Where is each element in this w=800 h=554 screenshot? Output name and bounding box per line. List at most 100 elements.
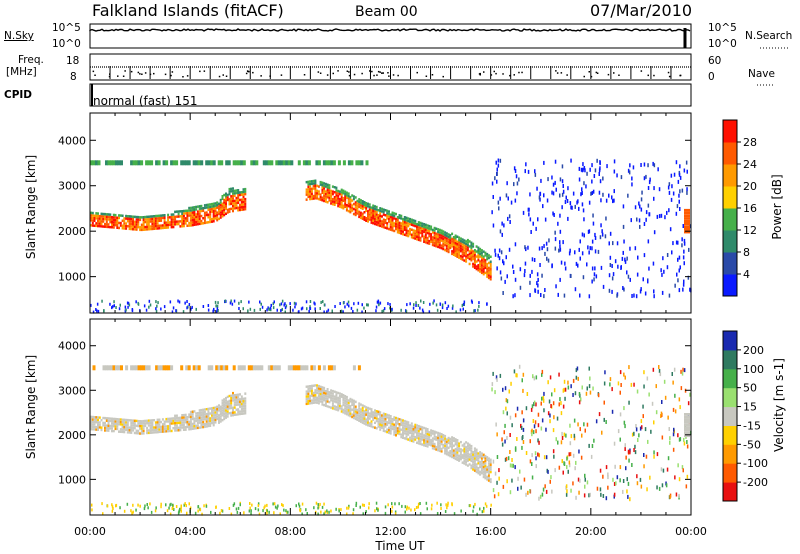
velocity-cell <box>650 429 652 434</box>
power-cell <box>191 211 194 214</box>
velocity-cell <box>298 504 301 508</box>
velocity-cell <box>504 457 507 462</box>
velocity-cell <box>184 418 187 421</box>
velocity-cell <box>617 381 620 386</box>
velocity-cell <box>522 372 525 377</box>
power-cell <box>482 272 485 276</box>
power-cell <box>491 181 494 186</box>
power-cell <box>305 198 308 201</box>
velocity-cell <box>200 418 203 422</box>
power-cell <box>175 160 179 166</box>
power-cell <box>209 220 212 224</box>
power-cell <box>97 219 99 223</box>
velocity-cell <box>357 365 361 371</box>
power-cell <box>441 303 444 307</box>
power-cell <box>567 186 569 191</box>
power-cell <box>97 214 99 218</box>
power-cell <box>363 203 366 206</box>
velocity-cell <box>628 458 630 463</box>
velocity-cell <box>495 422 497 427</box>
power-cell <box>226 211 229 214</box>
power-cell <box>312 184 315 188</box>
power-cell <box>280 160 284 166</box>
velocity-cell <box>486 478 489 481</box>
velocity-cell <box>424 434 427 438</box>
velocity-cell <box>435 448 438 451</box>
power-cell <box>207 206 210 209</box>
power-cell <box>163 221 166 224</box>
power-cell <box>235 191 238 195</box>
nave-point <box>280 74 283 76</box>
power-cell <box>386 224 389 228</box>
power-cell <box>417 226 420 229</box>
velocity-cell <box>451 441 454 444</box>
velocity-cell <box>402 421 404 425</box>
velocity-cell <box>665 483 668 488</box>
power-cell <box>154 219 157 223</box>
power-cell <box>330 160 334 166</box>
velocity-cell <box>312 391 315 395</box>
velocity-cell <box>642 414 644 419</box>
velocity-cell <box>489 468 492 471</box>
power-cell <box>255 160 259 166</box>
y-tick-label: 1000 <box>58 271 86 284</box>
velocity-cell <box>228 399 231 403</box>
velocity-cell <box>490 503 492 507</box>
velocity-cell <box>438 447 441 450</box>
power-cell <box>424 238 427 242</box>
velocity-cell <box>479 465 482 469</box>
power-cell <box>191 223 194 227</box>
velocity-cell <box>270 365 274 371</box>
velocity-cell <box>545 489 548 494</box>
velocity-cell <box>344 404 347 408</box>
velocity-cell <box>529 489 531 493</box>
power-cell <box>386 217 389 220</box>
power-cell <box>432 301 434 305</box>
power-cell <box>465 252 468 256</box>
power-cell <box>456 240 459 243</box>
power-cell <box>165 226 168 229</box>
nave-point <box>326 74 329 76</box>
velocity-cell <box>423 434 426 437</box>
velocity-cell <box>584 473 586 478</box>
power-cell <box>203 206 206 210</box>
velocity-cell <box>273 511 275 515</box>
power-cell <box>345 191 348 194</box>
velocity-cell <box>622 479 625 483</box>
velocity-cell <box>472 463 475 466</box>
power-cell <box>423 235 426 238</box>
power-cell <box>218 207 220 211</box>
power-cell <box>95 308 97 311</box>
power-cell <box>398 214 401 217</box>
power-cell <box>611 264 613 268</box>
power-cell <box>389 220 392 224</box>
power-cell <box>98 219 101 223</box>
velocity-cell <box>689 392 691 397</box>
velocity-cell <box>345 413 348 416</box>
velocity-cell <box>156 430 159 434</box>
velocity-cell <box>482 453 485 456</box>
velocity-cell <box>491 387 493 392</box>
velocity-cell <box>352 404 355 407</box>
velocity-cell <box>116 418 119 421</box>
velocity-cell <box>424 429 427 433</box>
power-cell <box>326 186 329 189</box>
nsky-panel <box>89 23 692 49</box>
power-cell <box>583 217 585 222</box>
power-cell <box>197 160 201 166</box>
power-cell <box>379 219 382 223</box>
power-cell <box>309 300 312 303</box>
velocity-cell <box>482 468 485 471</box>
velocity-cell <box>660 467 663 472</box>
power-cell <box>191 218 194 222</box>
power-cell <box>468 257 471 261</box>
power-cell <box>445 247 448 250</box>
velocity-cell <box>565 484 568 489</box>
power-cell <box>111 306 113 310</box>
velocity-cell <box>170 419 173 423</box>
velocity-cell <box>419 435 422 438</box>
power-cell <box>333 203 336 206</box>
velocity-cell <box>415 506 418 509</box>
velocity-cell <box>437 431 440 435</box>
velocity-cell <box>607 472 609 477</box>
